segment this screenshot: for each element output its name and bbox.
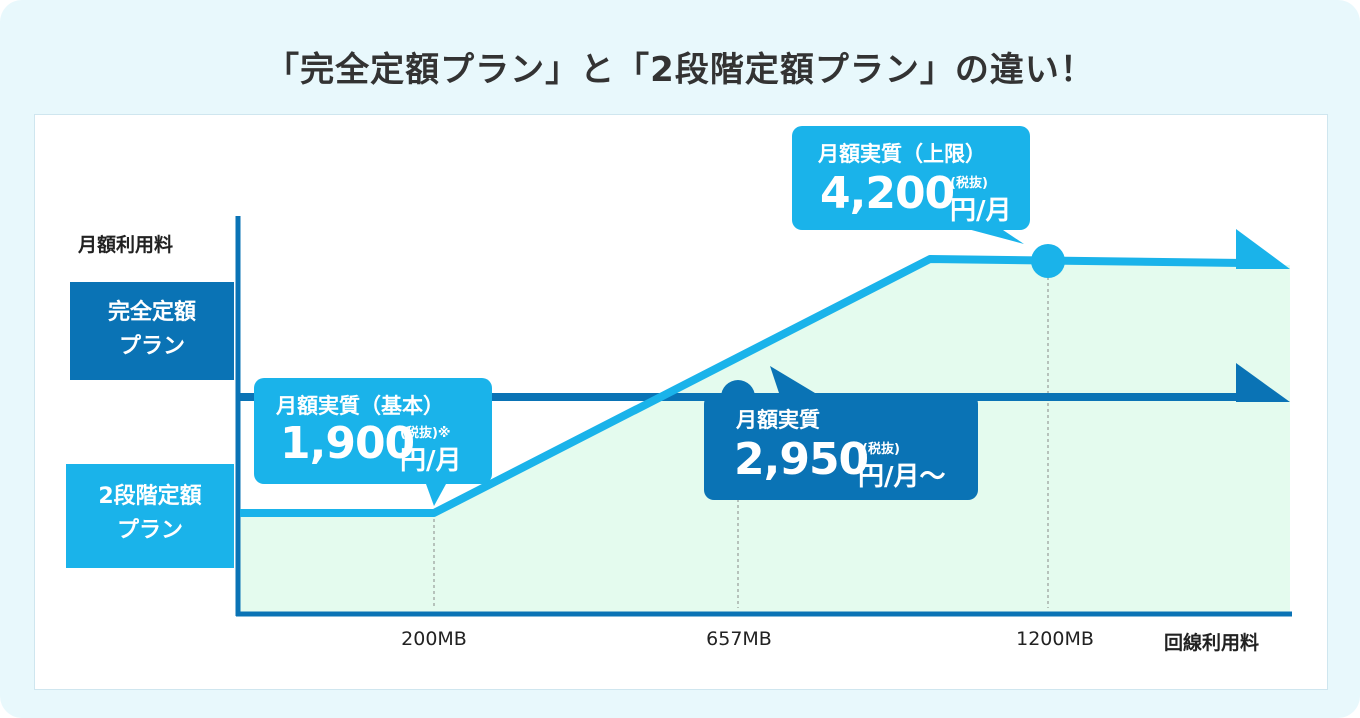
callout-cross-unit: 円/月〜 bbox=[858, 462, 946, 492]
series-two-tier-arrow bbox=[1236, 229, 1290, 269]
callout-upper-tail bbox=[964, 228, 1024, 244]
callout-cross: 月額実質 2,950 (税抜) 円/月〜 bbox=[704, 394, 978, 500]
legend-two-tier-plan-line2: プラン bbox=[116, 518, 183, 543]
callout-cross-value: 2,950 bbox=[734, 434, 869, 485]
callout-basic-tail bbox=[426, 484, 446, 506]
callout-basic-unit: 円/月 bbox=[400, 446, 462, 476]
y-axis-label: 月額利用料 bbox=[78, 234, 174, 256]
legend-full-plan-line2: プラン bbox=[118, 334, 185, 359]
chart-title: 「完全定額プラン」と「2段階定額プラン」の違い！ bbox=[265, 50, 1095, 90]
callout-upper-tax: (税抜) bbox=[950, 176, 988, 191]
callout-cross-tax: (税抜) bbox=[862, 442, 900, 457]
data-point-cap bbox=[1031, 244, 1065, 278]
x-tick-label: 1200MB bbox=[1016, 628, 1094, 650]
callout-cross-head: 月額実質 bbox=[736, 408, 820, 432]
legend-full-plan: 完全定額 プラン bbox=[70, 282, 234, 380]
callout-basic-head: 月額実質（基本） bbox=[276, 394, 444, 418]
legend-two-tier-plan-line1: 2段階定額 bbox=[98, 484, 202, 509]
series-two-tier-line bbox=[240, 255, 1245, 517]
x-tick-label: 657MB bbox=[706, 628, 772, 650]
callout-upper-value: 4,200 bbox=[820, 168, 955, 219]
series-full-arrow bbox=[1236, 363, 1290, 403]
callout-cross-tail bbox=[770, 366, 820, 396]
legend-full-plan-line1: 完全定額 bbox=[107, 300, 196, 325]
legend-two-tier-plan: 2段階定額 プラン bbox=[66, 464, 234, 568]
callout-basic: 月額実質（基本） 1,900 (税抜)※ 円/月 bbox=[254, 378, 492, 484]
x-tick-label: 200MB bbox=[401, 628, 467, 650]
callout-upper-head: 月額実質（上限） bbox=[818, 142, 986, 166]
callout-upper-unit: 円/月 bbox=[950, 196, 1012, 226]
callout-upper: 月額実質（上限） 4,200 (税抜) 円/月 bbox=[792, 126, 1030, 230]
x-axis-label: 回線利用料 bbox=[1164, 632, 1260, 654]
callout-basic-tax: (税抜)※ bbox=[400, 426, 451, 441]
callout-basic-value: 1,900 bbox=[280, 418, 415, 469]
